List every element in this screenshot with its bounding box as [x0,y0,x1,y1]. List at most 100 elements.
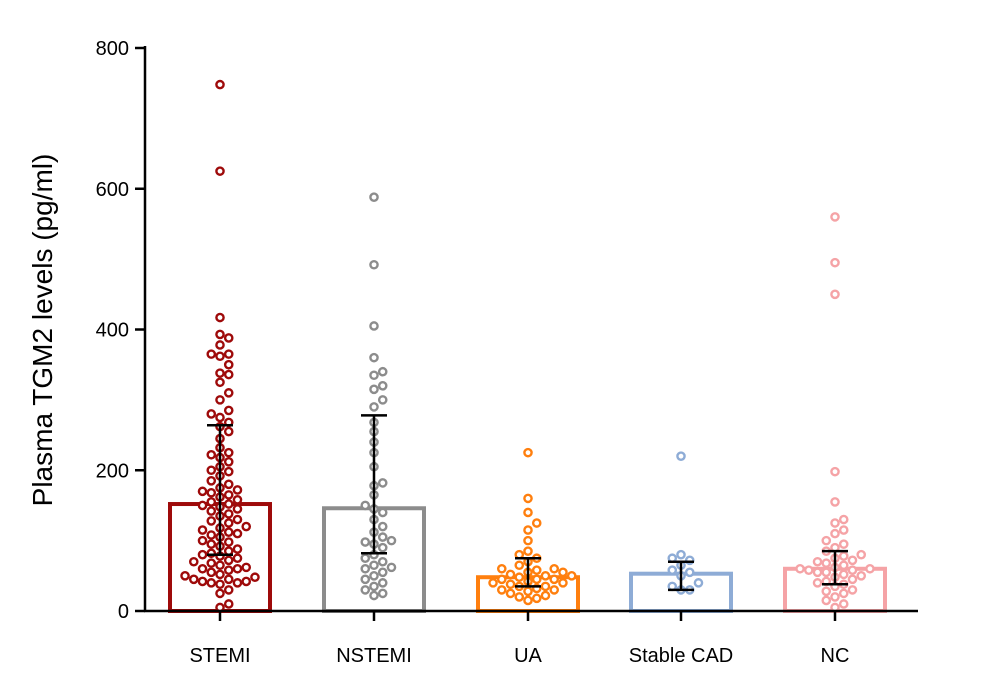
data-point [838,525,849,535]
data-point [369,581,379,592]
data-point [505,579,516,590]
data-point [821,535,832,546]
data-point [369,370,379,381]
data-point [223,555,234,566]
y-tick-label: 600 [96,179,129,201]
data-point [377,588,388,599]
data-point [223,565,234,575]
data-point [531,518,542,528]
series-ua [476,447,580,613]
data-point [197,486,208,497]
data-point [667,565,678,575]
series-stable-cad [629,451,733,613]
data-point [197,535,208,546]
data-point [360,574,371,585]
data-point [838,560,849,571]
data-point [223,537,234,547]
data-point [830,518,840,528]
data-point [223,499,234,509]
data-point [377,567,388,578]
data-point [386,535,397,546]
data-point [812,556,823,567]
data-point [540,571,551,581]
data-point [215,312,225,323]
data-point [188,574,199,585]
data-point [496,563,507,574]
data-point [188,556,199,567]
data-point [856,549,867,560]
data-point [223,405,234,416]
data-point [847,574,858,585]
x-tick-label: UA [514,645,542,667]
data-point [838,569,849,580]
data-point [847,565,858,575]
data-point [206,449,217,460]
data-point [223,490,234,500]
data-point [523,507,533,518]
data-point [223,349,234,359]
data-point [369,590,379,601]
data-point [369,192,379,202]
data-point [232,514,243,525]
error-bar [515,556,541,588]
data-point [206,558,217,568]
data-point [505,569,516,580]
data-point [206,487,217,498]
data-point [223,527,234,537]
data-point [197,525,208,535]
data-point [838,514,849,525]
data-point [523,525,533,535]
data-point [232,578,243,588]
data-point [838,599,849,609]
data-point [549,585,560,595]
data-point [215,79,225,90]
series-stemi [168,79,272,613]
data-point [369,560,379,571]
data-point [360,563,371,574]
data-point [369,259,379,270]
data-point [223,509,234,519]
data-point [223,447,234,458]
data-point [676,451,686,461]
data-point [206,506,217,516]
data-point [223,359,234,370]
data-point [377,395,388,405]
data-point [215,412,225,423]
data-point [540,581,551,592]
data-point [865,563,875,574]
data-point [223,388,234,398]
data-point [215,351,225,362]
data-point [369,321,379,331]
data-point [803,565,814,575]
data-point [232,553,243,564]
y-tick-label: 400 [96,320,129,342]
data-point [549,574,560,585]
data-point [496,574,507,585]
data-point [377,532,388,542]
y-tick-label: 800 [96,38,129,60]
x-tick-label: STEMI [189,645,250,667]
data-point [360,500,371,511]
data-point [232,485,243,495]
data-point [223,426,234,437]
data-point [838,551,849,561]
data-point [223,466,234,477]
data-point [693,578,704,588]
data-point [223,599,234,609]
data-point [360,553,371,564]
data-point [206,578,217,588]
data-point [377,380,388,391]
x-tick-label: Stable CAD [629,645,734,667]
data-point [197,576,208,587]
data-point [795,563,805,574]
data-point [232,495,243,505]
data-point [223,369,234,380]
data-point [369,402,379,412]
data-point [514,592,525,602]
data-point [360,585,371,595]
data-point [232,544,243,554]
data-point [523,595,533,606]
data-point [232,528,243,539]
error-bar [822,549,848,586]
